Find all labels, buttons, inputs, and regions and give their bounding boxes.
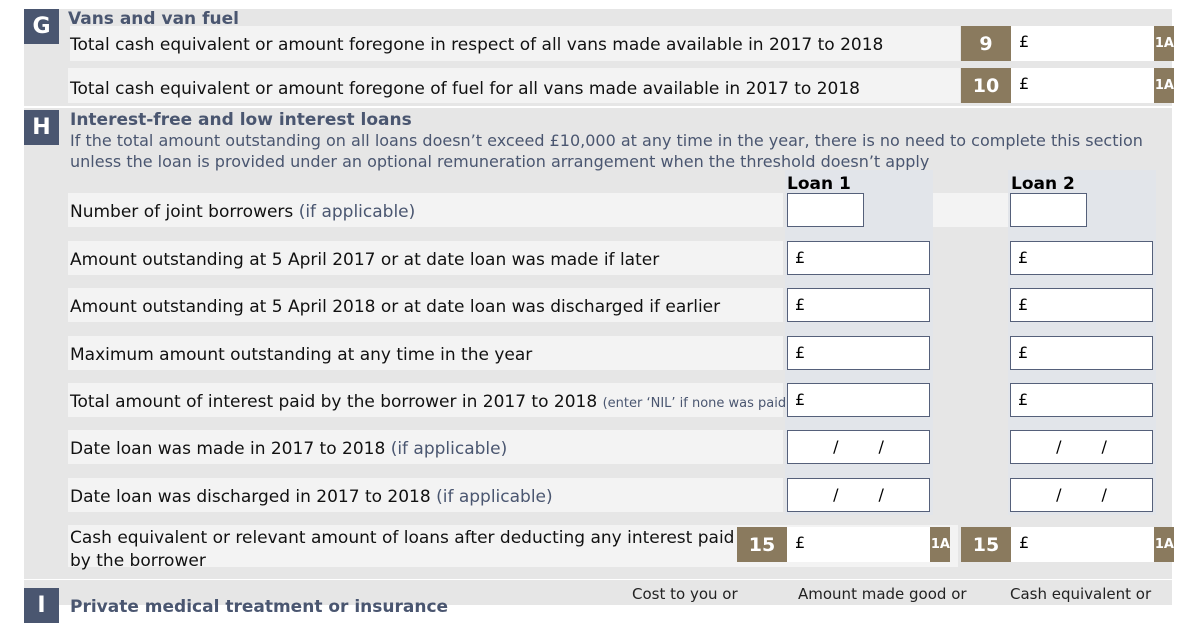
loan2-input[interactable]: £	[1010, 288, 1153, 322]
loan-row-label: Amount outstanding at 5 April 2018 or at…	[70, 297, 721, 317]
col-made-good-header: Amount made good or	[798, 585, 967, 603]
row-band	[68, 430, 783, 464]
loan1-input[interactable]: £	[787, 383, 930, 417]
box-15-loan1-tag: 1A	[930, 527, 950, 562]
loan2-input[interactable]: £	[1010, 241, 1153, 275]
box-10-tag: 1A	[1154, 68, 1174, 103]
loan-row-label: Amount outstanding at 5 April 2017 or at…	[70, 250, 660, 270]
row-band	[933, 193, 1008, 227]
loan-row-label: Date loan was discharged in 2017 to 2018…	[70, 487, 553, 507]
loan2-header: Loan 2	[1011, 174, 1075, 194]
loan1-date-input[interactable]: / /	[787, 430, 930, 464]
box-15-loan2-input[interactable]: £	[1011, 527, 1154, 562]
row-band	[68, 336, 783, 370]
section-g-title: Vans and van fuel	[68, 9, 239, 29]
section-i-title: Private medical treatment or insurance	[70, 597, 449, 617]
box-10-number: 10	[961, 68, 1011, 103]
section-h-title: Interest-free and low interest loans	[70, 110, 412, 130]
loan1-input[interactable]: £	[787, 336, 930, 370]
box-9-tag: 1A	[1154, 26, 1174, 61]
section-h-note-2: unless the loan is provided under an opt…	[70, 152, 930, 171]
row-band	[70, 26, 960, 61]
loan2-input[interactable]: £	[1010, 383, 1153, 417]
cash-equivalent-label: Cash equivalent or relevant amount of lo…	[70, 528, 735, 548]
loan-row-label: Maximum amount outstanding at any time i…	[70, 345, 533, 365]
row-band	[68, 383, 783, 417]
vans-label: Total cash equivalent or amount foregone…	[70, 35, 884, 55]
box-15-loan1-input[interactable]: £	[787, 527, 930, 562]
box-9-number: 9	[961, 26, 1011, 61]
section-h-note: If the total amount outstanding on all l…	[70, 131, 1143, 150]
loan2-input[interactable]	[1010, 193, 1087, 227]
box-15-loan1-number: 15	[737, 527, 787, 562]
box-15-loan2-tag: 1A	[1154, 527, 1174, 562]
row-band	[68, 193, 783, 227]
box-15-loan2-number: 15	[961, 527, 1011, 562]
section-h-badge: H	[24, 110, 59, 145]
col-cash-equivalent-header: Cash equivalent or	[1010, 585, 1152, 603]
section-i-badge: I	[24, 588, 59, 623]
loan-row-label: Date loan was made in 2017 to 2018 (if a…	[70, 439, 508, 459]
row-band	[68, 68, 960, 103]
box-10-input[interactable]: £	[1011, 68, 1154, 103]
divider	[24, 106, 1172, 108]
section-i-panel	[24, 580, 1172, 605]
cash-equivalent-label-2: by the borrower	[70, 551, 206, 571]
loan1-date-input[interactable]: / /	[787, 478, 930, 512]
loan1-input[interactable]: £	[787, 241, 930, 275]
box-9-input[interactable]: £	[1011, 26, 1154, 61]
loan2-input[interactable]: £	[1010, 336, 1153, 370]
row-band	[68, 478, 783, 512]
row-band	[68, 288, 783, 322]
col-cost-header: Cost to you or	[632, 585, 738, 603]
loan-row-label: Number of joint borrowers (if applicable…	[70, 202, 416, 222]
loan-row-label: Total amount of interest paid by the bor…	[70, 392, 792, 412]
row-band	[68, 241, 783, 275]
loan2-date-input[interactable]: / /	[1010, 430, 1153, 464]
loan1-header: Loan 1	[787, 174, 851, 194]
section-g-badge: G	[24, 9, 59, 44]
van-fuel-label: Total cash equivalent or amount foregone…	[70, 79, 861, 99]
loan1-input[interactable]	[787, 193, 864, 227]
loan1-input[interactable]: £	[787, 288, 930, 322]
loan2-date-input[interactable]: / /	[1010, 478, 1153, 512]
